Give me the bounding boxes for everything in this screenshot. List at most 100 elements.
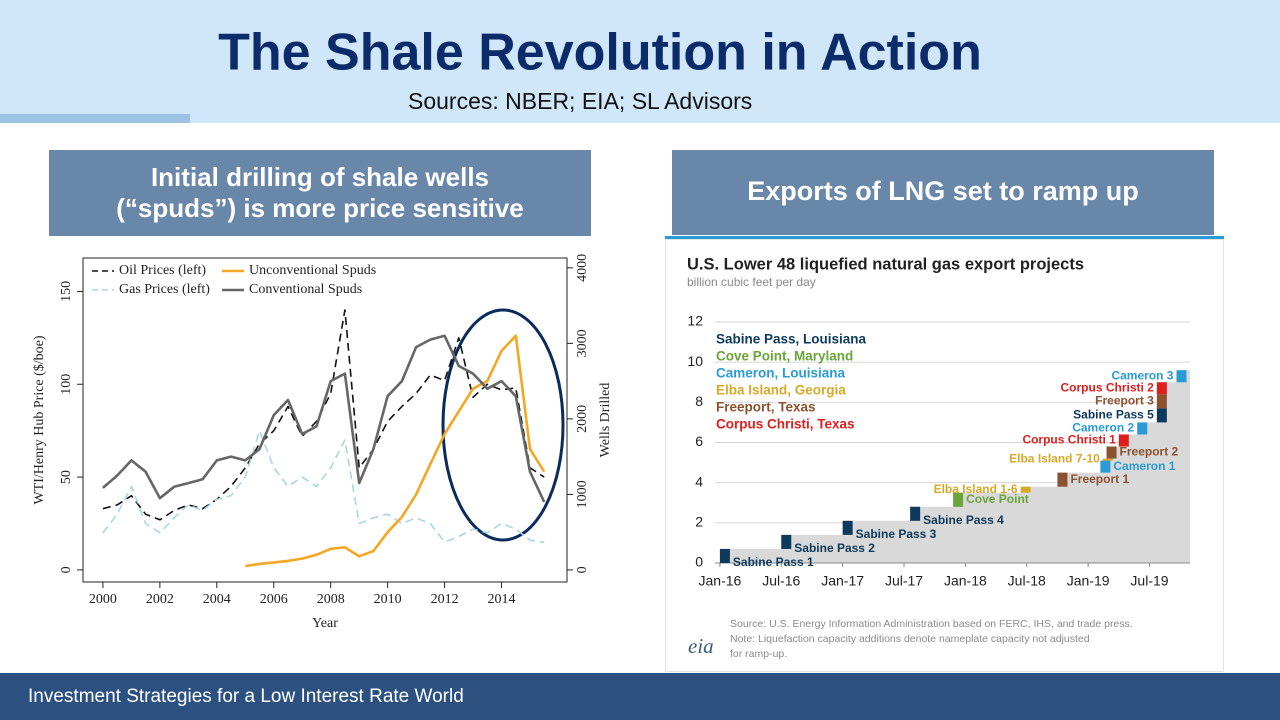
x-tick-label: 2008 — [317, 592, 345, 607]
project-marker — [1102, 458, 1113, 461]
legend-label: Sabine Pass, Louisiana — [716, 332, 867, 347]
legend-label: Conventional Spuds — [249, 282, 362, 297]
project-label: Sabine Pass 1 — [733, 555, 814, 569]
y-axis-label: WTI/Henry Hub Price ($/boe) — [32, 335, 47, 504]
project-label: Elba Island 1-6 — [934, 482, 1018, 496]
y-tick-label: 4 — [695, 473, 703, 489]
sources: Sources: NBER; EIA; SL Advisors — [408, 88, 752, 114]
project-label: Elba Island 7-10 — [1009, 452, 1100, 466]
legend-label: Corpus Christi, Texas — [716, 417, 855, 432]
y-tick-label: 150 — [59, 281, 74, 302]
x-tick-label: 2012 — [431, 592, 459, 607]
plot-frame — [82, 257, 568, 583]
x-tick-label: 2010 — [374, 592, 402, 607]
y2-axis-label: Wells Drilled — [598, 383, 613, 458]
legend-label: Cameron, Louisiana — [716, 366, 846, 381]
panel-heading: (“spuds”) is more price sensitive — [116, 193, 523, 223]
legend-label: Elba Island, Georgia — [716, 383, 846, 398]
source-note: Source: U.S. Energy Information Administ… — [730, 618, 1133, 630]
project-label: Freeport 1 — [1070, 472, 1129, 486]
project-label: Sabine Pass 2 — [794, 541, 875, 555]
chart-title: U.S. Lower 48 liquefied natural gas expo… — [687, 255, 1084, 273]
y-tick-label: 10 — [687, 353, 703, 369]
chart-frame — [665, 239, 1224, 672]
project-label: Corpus Christi 2 — [1061, 380, 1155, 394]
project-marker — [1106, 446, 1117, 459]
project-marker — [1100, 460, 1111, 473]
footer-text: Investment Strategies for a Low Interest… — [28, 686, 464, 707]
x-tick-label: 2000 — [89, 592, 117, 607]
project-label: Corpus Christi 1 — [1022, 433, 1116, 447]
header-accent — [0, 114, 190, 123]
project-marker — [953, 492, 964, 507]
slide-title: The Shale Revolution in Action — [218, 24, 982, 82]
x-tick-label: Jan-18 — [944, 573, 987, 589]
y-tick-label: 6 — [695, 433, 703, 449]
project-marker — [719, 548, 730, 563]
project-label: Cove Point — [966, 492, 1029, 506]
y-tick-label: 0 — [59, 566, 74, 573]
x-tick-label: Jan-17 — [821, 573, 864, 589]
series-line — [102, 334, 546, 503]
project-label: Sabine Pass 5 — [1073, 408, 1154, 422]
legend-label: Oil Prices (left) — [119, 263, 206, 278]
y2-tick-label: 1000 — [575, 480, 590, 508]
legend-label: Freeport, Texas — [716, 400, 816, 415]
source-note: for ramp-up. — [730, 648, 787, 660]
project-marker — [1176, 370, 1187, 383]
header-band — [0, 0, 1280, 123]
panel-heading-box — [672, 150, 1214, 235]
project-label: Cameron 2 — [1072, 421, 1134, 435]
panel-heading: Initial drilling of shale wells — [151, 162, 489, 192]
y2-tick-label: 4000 — [575, 254, 590, 282]
project-label: Freeport 3 — [1095, 394, 1154, 408]
y2-tick-label: 0 — [575, 566, 590, 573]
chart-subtitle: billion cubic feet per day — [687, 275, 816, 289]
series-line — [102, 309, 545, 521]
x-tick-label: 2014 — [488, 592, 516, 607]
footer-band — [0, 673, 1280, 720]
series-line — [102, 429, 545, 543]
x-tick-label: Jan-19 — [1067, 573, 1110, 589]
y-tick-label: 50 — [59, 470, 74, 484]
project-label: Sabine Pass 4 — [923, 513, 1004, 527]
legend-label: Cove Point, Maryland — [716, 349, 853, 364]
project-marker — [1137, 422, 1148, 435]
y2-tick-label: 3000 — [575, 329, 590, 357]
project-marker — [842, 520, 853, 535]
x-tick-label: 2002 — [146, 592, 174, 607]
highlight-ellipse — [441, 308, 565, 542]
x-tick-label: Jul-19 — [1130, 573, 1168, 589]
x-tick-label: Jul-18 — [1008, 573, 1046, 589]
project-marker — [1156, 382, 1167, 395]
project-marker — [1118, 434, 1129, 447]
x-tick-label: 2004 — [203, 592, 231, 607]
legend-label: Unconventional Spuds — [249, 263, 376, 278]
y2-tick-label: 2000 — [575, 405, 590, 433]
panel-heading-box — [49, 150, 591, 236]
source-note: Note: Liquefaction capacity additions de… — [730, 633, 1090, 645]
x-tick-label: 2006 — [260, 592, 288, 607]
x-tick-label: Jul-16 — [762, 573, 800, 589]
legend-label: Gas Prices (left) — [119, 282, 210, 297]
capacity-area — [715, 370, 1190, 563]
project-marker — [1020, 486, 1031, 493]
project-label: Sabine Pass 3 — [856, 527, 937, 541]
series-line — [245, 334, 546, 568]
x-tick-label: Jan-16 — [699, 573, 742, 589]
project-label: Freeport 2 — [1120, 445, 1179, 459]
project-marker — [910, 506, 921, 521]
panel-heading: Exports of LNG set to ramp up — [747, 176, 1139, 206]
project-label: Cameron 1 — [1113, 459, 1175, 473]
y-tick-label: 0 — [695, 554, 703, 570]
y-tick-label: 100 — [59, 374, 74, 395]
y-tick-label: 2 — [695, 514, 703, 530]
project-marker — [1156, 394, 1167, 409]
x-tick-label: Jul-17 — [885, 573, 923, 589]
y-tick-label: 8 — [695, 393, 703, 409]
project-marker — [1156, 408, 1167, 423]
project-marker — [781, 534, 792, 549]
x-axis-label: Year — [312, 616, 338, 631]
